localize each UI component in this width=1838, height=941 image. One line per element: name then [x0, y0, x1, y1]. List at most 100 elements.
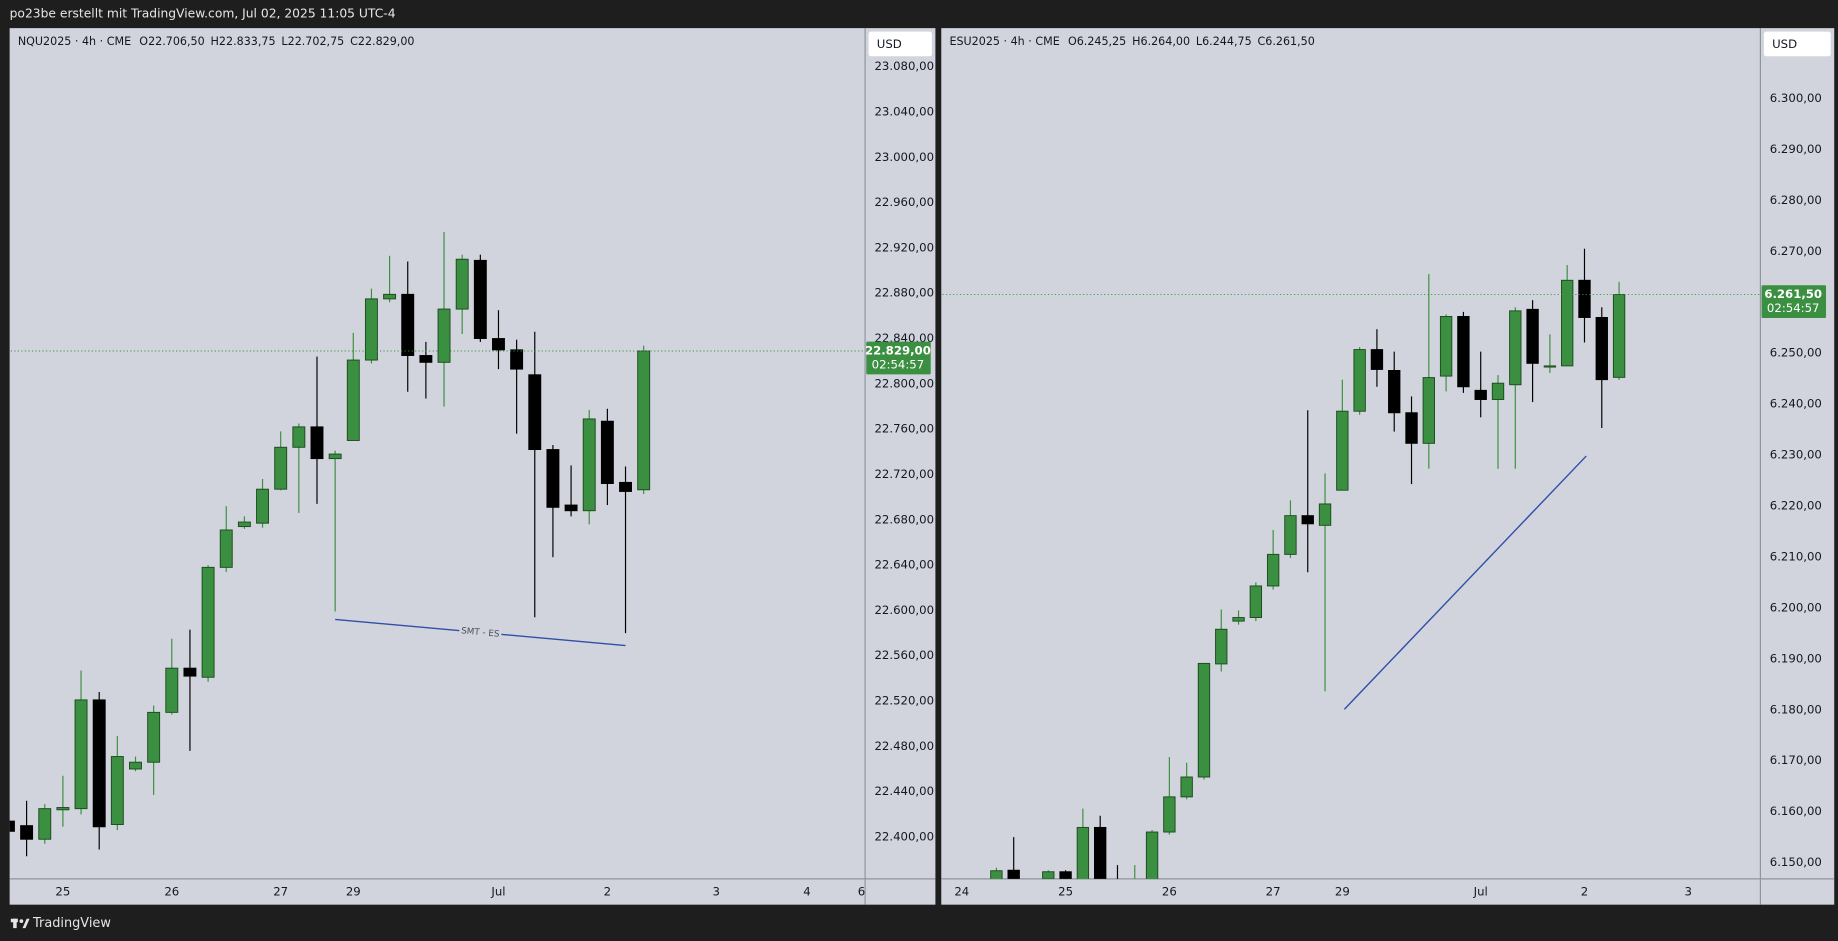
y-tick-label: 6.210,00 [1770, 549, 1822, 563]
x-tick-label: 2 [604, 884, 611, 898]
candle-body [219, 529, 233, 568]
x-tick-label: 3 [1685, 884, 1692, 898]
candle-body [74, 699, 88, 810]
candle-body [9, 820, 15, 832]
candle-body [510, 349, 524, 370]
legend-ohlc: O6.245,25 [1068, 35, 1126, 48]
legend: NQU2025 · 4h · CME O22.706,50 H22.833,75 L2… [18, 35, 415, 48]
candle-body [473, 259, 487, 339]
candle-body [310, 426, 324, 460]
candle-body [401, 293, 415, 356]
y-tick-label: 22.760,00 [874, 422, 934, 436]
candle-body [292, 426, 306, 448]
x-tick-label: 3 [713, 884, 720, 898]
candle-body [1388, 370, 1401, 414]
x-tick-label: Jul [1473, 884, 1488, 898]
candle-body [1543, 365, 1557, 368]
legend-ohlc: L22.702,75 [281, 35, 344, 48]
candle-body [110, 756, 124, 825]
legend-ohlc: H6.264,00 [1132, 35, 1190, 48]
header-title: po23be erstellt mit TradingView.com, Jul… [10, 7, 396, 21]
y-tick-label: 6.170,00 [1770, 753, 1822, 767]
y-tick-label: 23.080,00 [874, 59, 934, 73]
candle-body [1509, 310, 1522, 386]
footer-logo [10, 918, 30, 929]
x-tick-label: 29 [1335, 884, 1350, 898]
candle-body [165, 667, 179, 713]
candle-body [1215, 628, 1228, 665]
candle-body [183, 667, 197, 677]
x-tick-label: 27 [273, 884, 288, 898]
candle-body [56, 807, 70, 811]
y-tick-label: 6.290,00 [1770, 142, 1822, 156]
x-tick-label: Jul [490, 884, 505, 898]
y-tick-label: 6.160,00 [1770, 804, 1822, 818]
x-tick-label: 26 [164, 884, 179, 898]
y-tick-label: 6.240,00 [1770, 397, 1822, 411]
y-tick-label: 22.560,00 [874, 648, 934, 662]
x-tick-label: 2 [1581, 884, 1588, 898]
y-tick-label: 22.680,00 [874, 512, 934, 526]
plot-area [942, 248, 1761, 879]
y-tick-label: 23.000,00 [874, 150, 934, 164]
legend-ohlc: H22.833,75 [211, 35, 276, 48]
candle-body [1595, 317, 1608, 381]
candle-body [129, 761, 142, 770]
candle-body [38, 808, 52, 840]
y-tick-label: 22.640,00 [874, 558, 934, 572]
legend-symbol: NQU2025 · 4h · CME [18, 35, 131, 48]
last-price-box [866, 341, 931, 375]
candle-body [1284, 515, 1297, 555]
x-tick-label: 29 [346, 884, 361, 898]
y-tick-label: 22.920,00 [874, 240, 934, 254]
x-tick-label: 4 [803, 884, 810, 898]
x-tick-label: 25 [1058, 884, 1073, 898]
candle-body [1076, 826, 1090, 879]
candle-body [1249, 585, 1263, 619]
candle-body [1457, 315, 1470, 388]
x-tick-label: 24 [954, 884, 969, 898]
candle-body [1301, 515, 1314, 525]
candle-body [619, 481, 632, 492]
candle-body [1318, 503, 1332, 526]
candle-body [274, 446, 288, 490]
x-tick-label: 27 [1266, 884, 1281, 898]
countdown: 02:54:57 [1767, 301, 1820, 315]
countdown: 02:54:57 [872, 358, 925, 372]
candle-body [92, 699, 106, 828]
candle-body [1526, 308, 1539, 364]
plot-area: SMT - ES [9, 232, 866, 857]
candle-body [637, 350, 651, 491]
candle-body [1094, 826, 1107, 879]
legend: ESU2025 · 4h · CME O6.245,25 H6.264,00 L6.2… [949, 35, 1314, 48]
candle-body [455, 258, 469, 310]
y-tick-label: 6.220,00 [1770, 498, 1822, 512]
candle-body [492, 338, 505, 351]
last-price-label: 6.261,50 [1764, 287, 1822, 301]
y-tick-label: 22.600,00 [874, 603, 934, 617]
y-tick-label: 23.040,00 [874, 104, 934, 118]
y-tick-label: 22.800,00 [874, 376, 934, 390]
candle-body [1007, 869, 1020, 879]
trendline [1343, 455, 1587, 710]
candle-body [147, 711, 161, 763]
y-tick-label: 6.200,00 [1770, 600, 1822, 614]
legend-symbol: ESU2025 · 4h · CME [949, 35, 1059, 48]
candle-body [1336, 410, 1349, 491]
currency-label: USD [877, 37, 902, 51]
y-tick-label: 22.480,00 [874, 739, 934, 753]
candle-body [256, 488, 269, 524]
candle-body [1561, 279, 1574, 367]
candle-body [1197, 662, 1211, 778]
y-tick-label: 22.880,00 [874, 286, 934, 300]
y-tick-label: 22.720,00 [874, 467, 934, 481]
candle-body [1163, 796, 1176, 833]
y-tick-label: 22.440,00 [874, 784, 934, 798]
y-tick-label: 6.190,00 [1770, 651, 1822, 665]
legend-ohlc: C6.261,50 [1258, 35, 1315, 48]
panel-background [9, 28, 936, 905]
candle-body [1405, 412, 1418, 444]
y-tick-label: 22.840,00 [874, 331, 934, 345]
y-tick-label: 6.270,00 [1770, 244, 1822, 258]
candle-body [582, 418, 596, 512]
